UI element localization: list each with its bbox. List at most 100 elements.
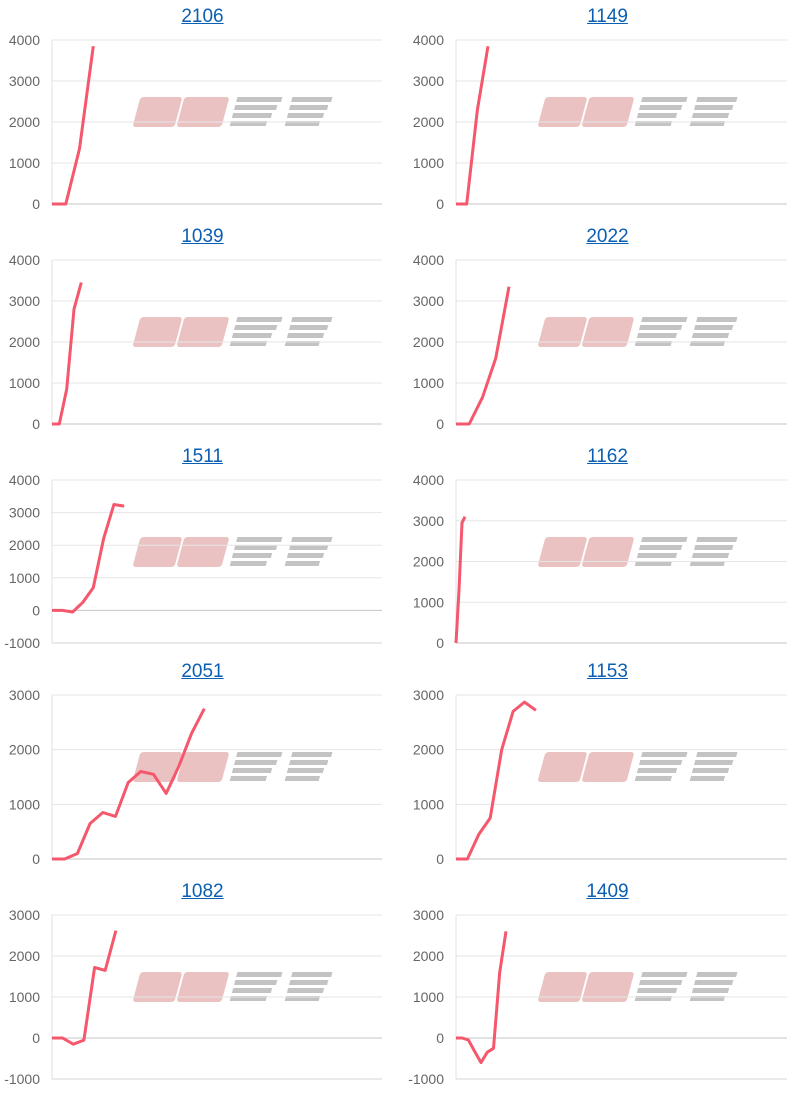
chart-title-link[interactable]: 2051 (181, 661, 224, 682)
watermark-shape (236, 537, 283, 542)
y-tick-label: 1000 (9, 570, 40, 586)
series-line (52, 708, 206, 861)
watermark-shape (641, 97, 688, 102)
watermark-shape (696, 752, 738, 757)
watermark-shape (231, 333, 273, 338)
y-tick-label: 4000 (413, 472, 444, 488)
watermark-shape (233, 980, 278, 985)
y-tick-label: 0 (32, 851, 40, 867)
watermark-shape (693, 980, 734, 985)
line-chart: -1000 0 1000 2000 3000 (408, 907, 787, 1087)
watermark-logo (538, 537, 738, 567)
y-tick-label: 3000 (9, 687, 40, 703)
y-tick-label: 0 (436, 416, 444, 432)
y-tick-label: 2000 (413, 334, 444, 350)
watermark-shape (177, 537, 229, 567)
chart-title-link[interactable]: 1082 (181, 881, 224, 902)
watermark-shape (634, 561, 673, 566)
watermark-logo (538, 752, 738, 782)
watermark-shape (286, 333, 325, 338)
y-tick-label: 1000 (413, 796, 444, 812)
watermark-shape (582, 752, 634, 782)
y-tick-label: 1000 (413, 155, 444, 171)
watermark-shape (231, 113, 273, 118)
y-tick-label: 2000 (413, 742, 444, 758)
y-tick-label: 0 (436, 196, 444, 212)
line-chart: 0 1000 2000 3000 (9, 687, 382, 867)
watermark-shape (233, 105, 278, 110)
watermark-shape (638, 980, 683, 985)
watermark-shape (538, 752, 587, 782)
y-tick-label: 1000 (413, 375, 444, 391)
chart-title-link[interactable]: 2106 (181, 6, 224, 27)
y-tick-label: 2000 (413, 948, 444, 964)
watermark-shape (133, 752, 182, 782)
y-tick-label: -1000 (408, 1071, 444, 1087)
y-tick-label: 1000 (9, 796, 40, 812)
watermark-shape (693, 760, 734, 765)
chart-panel: 0 1000 2000 3000 4000 2106 (0, 0, 405, 220)
chart-panel: 0 1000 2000 3000 2051 (0, 655, 405, 875)
series-line (456, 45, 490, 206)
y-tick-label: 0 (32, 602, 40, 618)
watermark-shape (636, 333, 678, 338)
series-line (456, 286, 511, 426)
y-tick-label: 3000 (9, 907, 40, 923)
y-tick-label: 3000 (413, 907, 444, 923)
y-tick-label: 1000 (9, 155, 40, 171)
chart-title-link[interactable]: 1149 (587, 6, 628, 27)
watermark-shape (696, 317, 738, 322)
watermark-shape (288, 760, 329, 765)
watermark-shape (638, 105, 683, 110)
chart-title-link[interactable]: 1511 (182, 446, 223, 467)
watermark-shape (582, 97, 634, 127)
watermark-shape (133, 537, 182, 567)
chart-title: 1149 (405, 6, 810, 28)
y-tick-label: 0 (32, 416, 40, 432)
chart-title-link[interactable]: 1039 (181, 226, 224, 247)
y-tick-label: 4000 (9, 252, 40, 268)
line-chart: 0 1000 2000 3000 4000 (413, 32, 787, 212)
watermark-shape (636, 113, 678, 118)
chart-panel: -1000 0 1000 2000 3000 1409 (405, 875, 810, 1095)
watermark-shape (286, 553, 325, 558)
watermark-shape (582, 972, 634, 1002)
watermark-shape (693, 545, 734, 550)
watermark-shape (691, 333, 730, 338)
y-tick-label: 2000 (9, 114, 40, 130)
watermark-shape (636, 553, 678, 558)
watermark-shape (634, 776, 673, 781)
chart-title: 2051 (0, 661, 405, 683)
watermark-shape (641, 537, 688, 542)
y-tick-label: 3000 (9, 505, 40, 521)
watermark-shape (236, 317, 283, 322)
watermark-shape (177, 752, 229, 782)
watermark-shape (691, 768, 730, 773)
chart-title-link[interactable]: 1153 (587, 661, 628, 682)
watermark-shape (177, 972, 229, 1002)
y-tick-label: 1000 (9, 989, 40, 1005)
watermark-shape (538, 537, 587, 567)
y-tick-label: 3000 (413, 687, 444, 703)
watermark-shape (177, 317, 229, 347)
y-tick-label: 2000 (9, 537, 40, 553)
chart-title-link[interactable]: 1162 (587, 446, 628, 467)
watermark-shape (229, 776, 268, 781)
watermark-shape (696, 97, 738, 102)
watermark-logo (133, 537, 333, 567)
chart-title-link[interactable]: 2022 (586, 226, 629, 247)
chart-title: 1039 (0, 226, 405, 248)
y-tick-label: 0 (436, 635, 444, 651)
chart-title-link[interactable]: 1409 (586, 881, 629, 902)
y-tick-label: 4000 (9, 32, 40, 48)
watermark-shape (286, 768, 325, 773)
chart-panel: 0 1000 2000 3000 4000 1149 (405, 0, 810, 220)
watermark-shape (233, 325, 278, 330)
watermark-shape (538, 972, 587, 1002)
watermark-shape (291, 752, 333, 757)
y-tick-label: 3000 (413, 513, 444, 529)
watermark-shape (133, 972, 182, 1002)
chart-panel: 0 1000 2000 3000 4000 2022 (405, 220, 810, 440)
watermark-shape (291, 317, 333, 322)
